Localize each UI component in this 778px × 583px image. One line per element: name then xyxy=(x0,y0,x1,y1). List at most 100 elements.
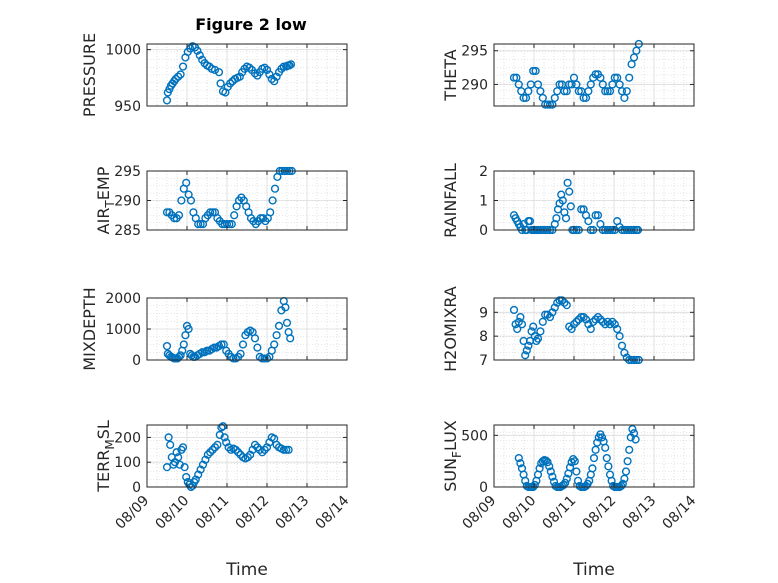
data-point xyxy=(579,93,588,103)
data-point xyxy=(536,87,545,96)
data-point xyxy=(174,211,184,220)
data-point xyxy=(596,315,605,324)
data-point xyxy=(548,308,557,317)
data-point xyxy=(601,87,610,96)
data-point xyxy=(281,303,290,312)
y-axis-label: AIRTEMP xyxy=(94,166,117,234)
data-point xyxy=(555,296,564,305)
data-point xyxy=(610,320,619,329)
data-point xyxy=(182,178,191,187)
data-point xyxy=(174,72,183,81)
data-point xyxy=(601,320,610,329)
data-point xyxy=(188,481,197,490)
data-point xyxy=(274,321,284,331)
x-tick-label: 08/09 xyxy=(113,493,153,533)
y-tick-label: 290 xyxy=(461,77,488,93)
data-point xyxy=(563,178,572,187)
data-point xyxy=(561,478,570,487)
data-point xyxy=(227,220,236,229)
data-point xyxy=(620,474,629,483)
y-tick-label: 0 xyxy=(132,480,141,496)
data-point xyxy=(277,64,286,73)
data-point xyxy=(509,305,519,315)
x-tick-label: 08/09 xyxy=(460,493,500,533)
y-tick-label: 500 xyxy=(461,428,488,444)
y-axis-label-main: THETA xyxy=(441,49,460,101)
data-point xyxy=(270,77,279,86)
data-point xyxy=(267,74,276,84)
data-point xyxy=(603,87,612,96)
axes-box xyxy=(493,43,695,107)
data-point xyxy=(530,480,539,490)
data-point xyxy=(610,73,619,82)
data-point xyxy=(512,73,521,82)
data-point xyxy=(268,196,277,205)
data-point xyxy=(525,217,535,226)
y-tick-label: 1000 xyxy=(105,43,141,59)
data-point xyxy=(605,320,615,329)
data-point xyxy=(524,87,533,96)
data-point xyxy=(286,334,295,343)
data-point xyxy=(193,46,202,55)
data-point xyxy=(615,332,624,341)
data-point xyxy=(245,63,254,72)
data-point xyxy=(615,80,624,89)
data-point xyxy=(253,343,262,352)
data-point xyxy=(210,443,220,452)
data-point xyxy=(229,354,238,363)
data-point xyxy=(220,433,229,442)
data-point xyxy=(180,463,189,472)
data-point xyxy=(545,462,554,471)
data-point xyxy=(589,317,598,326)
data-point xyxy=(250,69,260,78)
chart-title: Figure 2 low xyxy=(195,15,307,34)
data-point xyxy=(270,184,280,193)
data-point xyxy=(210,343,219,352)
data-point xyxy=(166,440,175,449)
data-point xyxy=(260,445,269,454)
data-point xyxy=(236,349,245,358)
data-point xyxy=(620,93,629,103)
axes-sun_flux: 0 500 08/09 08/10 08/11 08/12 08/13 08/14 SUNFLU… xyxy=(441,420,699,580)
data-point xyxy=(604,462,613,471)
data-point xyxy=(258,448,267,457)
y-axis-label: THETA xyxy=(441,49,460,101)
x-axis-label: Time xyxy=(572,560,615,580)
data-point xyxy=(218,422,228,431)
data-point xyxy=(260,63,269,72)
data-point xyxy=(536,327,545,336)
data-point xyxy=(181,331,190,340)
data-point xyxy=(517,320,527,329)
data-point xyxy=(581,93,591,103)
data-point xyxy=(186,44,195,53)
data-point xyxy=(617,87,627,96)
data-point xyxy=(620,348,629,357)
y-tick-label: 2000 xyxy=(105,291,141,307)
data-point xyxy=(260,354,269,363)
y-tick-label: 0 xyxy=(479,223,488,239)
data-point xyxy=(195,51,204,60)
data-point xyxy=(605,87,615,96)
data-point xyxy=(535,464,544,473)
axes-box xyxy=(493,424,695,488)
x-tick-label: 08/10 xyxy=(500,493,540,533)
data-point xyxy=(628,425,637,434)
y-axis-label-main: AIR xyxy=(94,208,113,235)
data-point xyxy=(521,93,531,103)
y-tick-label: 100 xyxy=(114,455,141,471)
data-point xyxy=(577,205,586,214)
y-axis-label-main: TERR xyxy=(94,450,113,493)
data-point xyxy=(203,450,212,459)
data-point xyxy=(567,80,576,89)
x-tick-label: 08/13 xyxy=(273,493,313,533)
data-point xyxy=(555,80,564,89)
y-tick-label: 0 xyxy=(479,480,488,496)
data-point xyxy=(524,341,533,350)
y-axis-label-main: MIXDEPTH xyxy=(80,287,99,370)
data-point xyxy=(557,296,567,305)
data-point xyxy=(216,79,225,88)
y-tick-label: 2 xyxy=(479,164,488,180)
data-point xyxy=(591,315,600,324)
data-point xyxy=(545,312,555,322)
